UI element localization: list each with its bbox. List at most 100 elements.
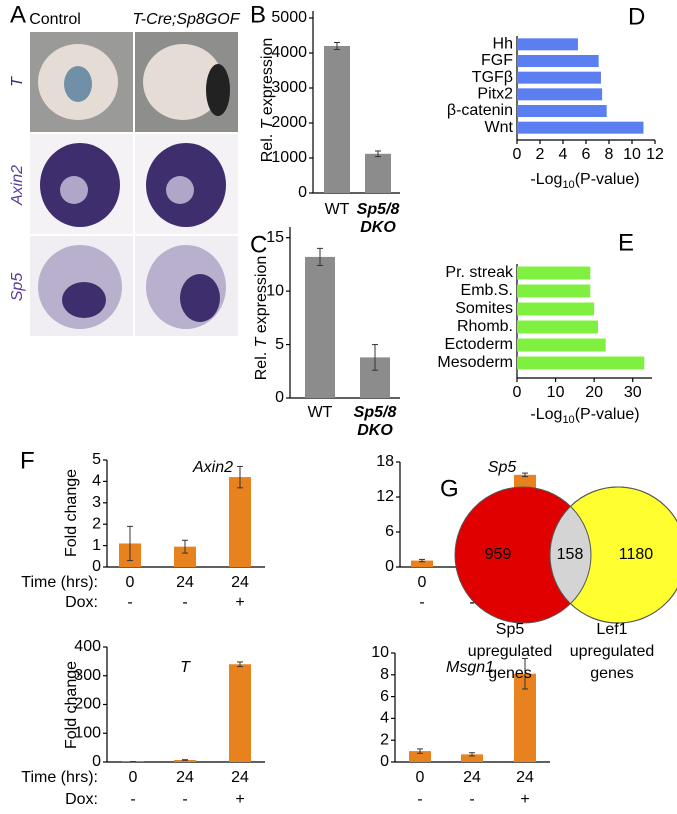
x-tick-label: 4 (559, 146, 568, 163)
y-axis-label: Fold change (63, 661, 80, 749)
panel-label: A (10, 1, 26, 28)
y-tick-label: 4 (380, 710, 389, 727)
label-part: 10 (562, 179, 574, 191)
dox-label: - (182, 791, 187, 808)
set-name: Sp5 (496, 621, 525, 638)
error-bar (182, 760, 188, 761)
y-tick-label: 2000 (271, 114, 307, 131)
x-tick-label: WT (308, 404, 333, 421)
x-tick-label: 0 (513, 384, 522, 401)
bar (517, 303, 594, 316)
label-part: (P-value) (575, 406, 640, 423)
label-part: (P-value) (575, 171, 640, 188)
dox-label: - (127, 594, 132, 611)
x-tick-label: 24 (176, 769, 194, 786)
dox-label: - (130, 791, 135, 808)
bar (517, 38, 578, 50)
row-label: Axin2 (9, 165, 26, 206)
chart-title: Sp5 (488, 459, 517, 476)
label-part: -Log (530, 171, 562, 188)
x-axis-label: -Log10(P-value) (530, 406, 639, 426)
y-tick-label: 0 (385, 558, 394, 575)
x-tick-label: WT (325, 201, 350, 218)
x-tick-label: 24 (516, 769, 534, 786)
bar (517, 267, 590, 280)
set-name: genes (590, 665, 634, 682)
row-label: Sp5 (9, 273, 26, 302)
y-tick-label: 0 (275, 389, 284, 406)
bar (517, 321, 598, 334)
y-tick-label: Emb.S. (461, 282, 513, 299)
row-label: Time (hrs): (21, 769, 98, 786)
row-label: Dox: (65, 594, 98, 611)
y-tick-label: TGFβ (472, 69, 513, 86)
y-tick-label: Rhomb. (457, 318, 513, 335)
y-tick-label: 2 (380, 731, 389, 748)
y-tick-label: 0 (298, 184, 307, 201)
y-tick-label: 5 (275, 336, 284, 353)
bar (517, 72, 601, 84)
chart-title: T (180, 659, 191, 676)
set-count: 959 (485, 546, 512, 563)
bar (324, 46, 350, 193)
x-tick-label: 0 (126, 574, 135, 591)
bar (305, 257, 335, 398)
y-tick-label: 5 (92, 451, 101, 468)
bar (517, 105, 607, 117)
y-axis-label: Fold change (63, 469, 80, 557)
x-axis-label: -Log10(P-value) (530, 171, 639, 191)
x-tick-label: 24 (231, 574, 249, 591)
y-axis-label: Rel. T expression (253, 256, 270, 381)
set-name: upregulated (468, 643, 553, 660)
x-tick-label: 20 (585, 384, 603, 401)
y-tick-label: 12 (376, 488, 394, 505)
bar (365, 154, 391, 193)
y-tick-label: Wnt (485, 119, 514, 136)
y-tick-label: 4 (92, 473, 101, 490)
embryo-photos (30, 32, 238, 336)
y-tick-label: 0 (92, 753, 101, 770)
x-tick-label: 24 (231, 769, 249, 786)
dox-label: - (417, 791, 422, 808)
x-tick-label: Sp5/8 (354, 404, 397, 421)
y-axis-label: Rel. T expression (259, 38, 276, 163)
y-tick-label: Pitx2 (477, 86, 513, 103)
y-tick-label: 400 (74, 638, 101, 655)
set-name: Lef1 (596, 621, 627, 638)
y-tick-label: Hh (493, 36, 513, 53)
panel-label: C (250, 231, 267, 258)
bar (229, 477, 251, 567)
x-tick-label: 0 (418, 574, 427, 591)
label-part: 10 (562, 414, 574, 426)
label-part: expression (259, 38, 276, 120)
bar (517, 55, 599, 67)
chart-title: Msgn1 (446, 659, 494, 676)
row-label: Dox: (65, 791, 98, 808)
y-tick-label: 1 (92, 537, 101, 554)
panel-label: F (20, 447, 35, 474)
x-tick-label: 30 (624, 384, 642, 401)
y-tick-label: 6 (380, 688, 389, 705)
y-tick-label: 2 (92, 515, 101, 532)
y-tick-label: 1000 (271, 149, 307, 166)
x-tick-label: DKO (360, 219, 396, 236)
y-tick-label: 0 (380, 753, 389, 770)
dox-label: - (419, 594, 424, 611)
y-tick-label: β-catenin (447, 102, 513, 119)
panel-label: D (628, 3, 645, 30)
y-tick-label: Pr. streak (445, 264, 514, 281)
dox-label: - (469, 791, 474, 808)
x-tick-label: 8 (605, 146, 614, 163)
set-name: upregulated (570, 643, 655, 660)
y-tick-label: Somites (455, 300, 513, 317)
set-count: 1180 (619, 546, 654, 563)
bar (517, 88, 602, 100)
x-tick-label: 12 (646, 146, 664, 163)
y-tick-label: 4000 (271, 44, 307, 61)
bar (517, 357, 644, 370)
dox-label: + (520, 791, 529, 808)
x-tick-label: 10 (547, 384, 565, 401)
y-tick-label: 5000 (271, 9, 307, 26)
y-tick-label: FGF (481, 52, 513, 69)
